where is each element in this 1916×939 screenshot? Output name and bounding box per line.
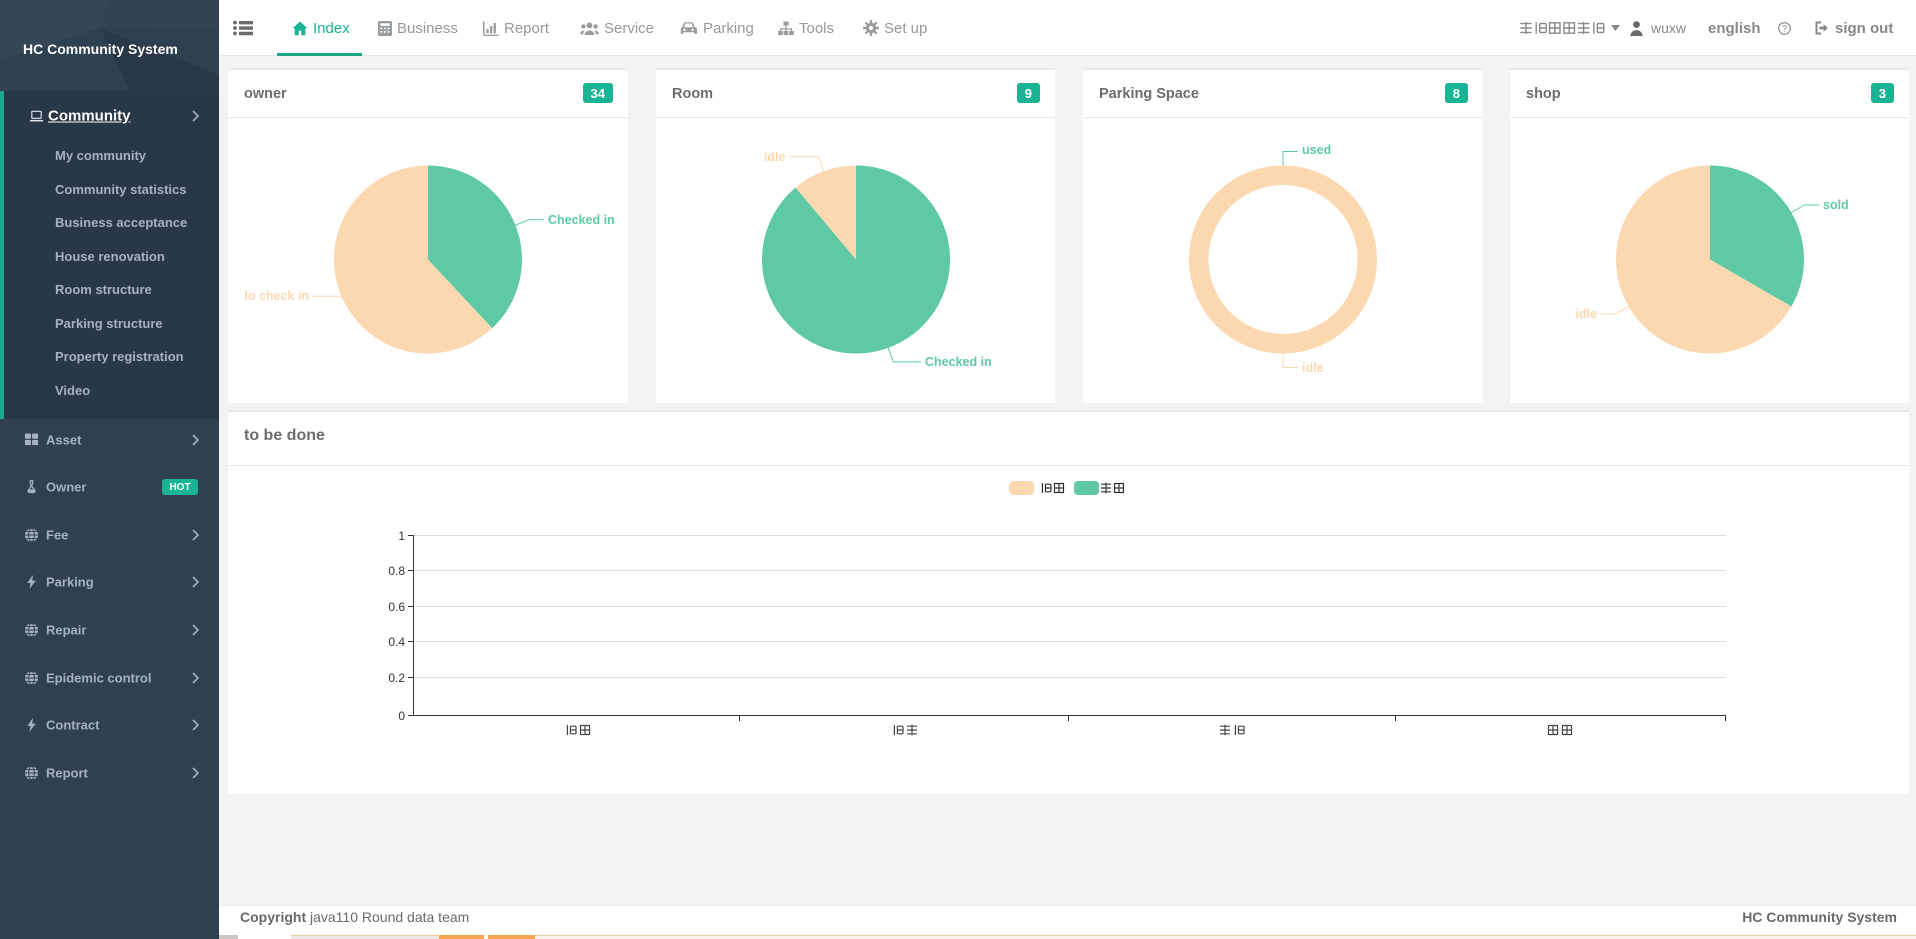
svg-text:used: used — [1302, 143, 1331, 157]
svg-text:0.4: 0.4 — [388, 635, 405, 649]
svg-text:lo check in: lo check in — [244, 289, 309, 303]
svg-text:idle: idle — [1302, 361, 1324, 375]
svg-text:1: 1 — [398, 529, 405, 543]
svg-text:?: ? — [1782, 23, 1787, 33]
svg-text:0.8: 0.8 — [388, 564, 405, 578]
svg-text:Checked in: Checked in — [548, 213, 615, 227]
svg-text:idle: idle — [1575, 307, 1597, 321]
svg-text:0: 0 — [398, 709, 405, 723]
svg-text:0.6: 0.6 — [388, 600, 405, 614]
svg-text:Checked in: Checked in — [925, 355, 992, 369]
svg-text:sold: sold — [1823, 198, 1849, 212]
svg-text:idle: idle — [764, 150, 786, 164]
svg-text:0.2: 0.2 — [388, 671, 405, 685]
